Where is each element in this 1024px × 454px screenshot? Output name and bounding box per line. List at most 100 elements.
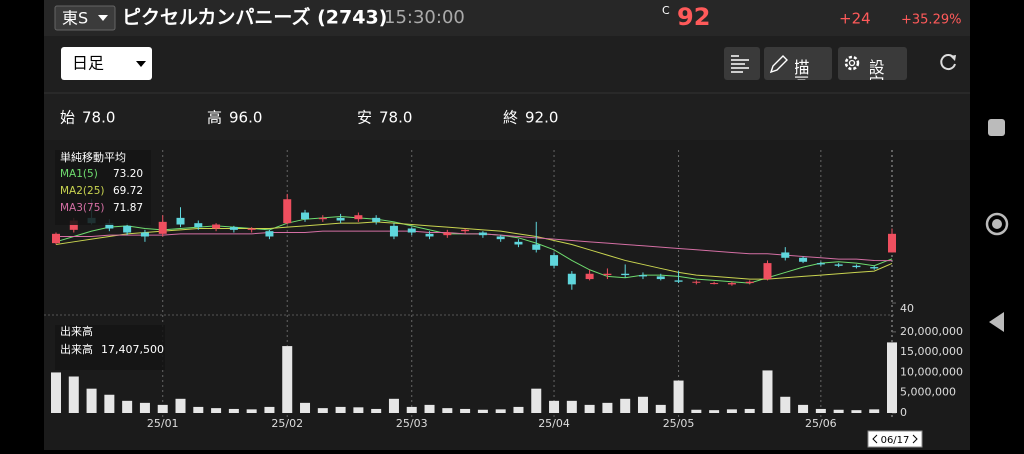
volume-legend-name: 出来高 [60,342,93,356]
settings-label: 設定 [866,59,885,91]
volume-bar [887,342,897,413]
volume-bar [566,400,577,413]
draw-label: 描画 [791,59,810,91]
candle-body [283,199,292,224]
gear-icon [848,59,856,67]
candle-body [834,264,843,266]
y-tick-label: 20,000,000 [900,325,963,338]
candle-body [870,267,879,269]
volume-bar [815,408,826,413]
dropdown-arrow [98,15,108,21]
volume-bar [317,408,328,413]
nav-back[interactable] [989,312,1004,332]
crosshair-label-box [867,430,923,448]
candle-body [781,252,790,258]
change-pct: +35.29% [901,13,961,28]
x-tick-label: 25/01 [147,417,179,430]
y-tick-label: 15,000,000 [900,345,963,358]
volume-bar [513,406,524,413]
volume-bar [211,408,222,413]
candle-body [674,280,683,282]
x-tick-label: 25/03 [396,417,428,430]
volume-bar [637,396,648,413]
candle-body [745,281,754,284]
candle-body [638,275,647,277]
volume-bar [246,409,257,413]
change: +24 [839,10,871,28]
volume-bar [104,394,115,413]
settings-button[interactable] [838,47,907,80]
candle-body [212,224,221,229]
candle-body [727,283,736,285]
ma-legend-box [55,150,151,225]
ma-line [56,230,893,262]
volume-bar [157,404,168,413]
nav-recent[interactable] [988,119,1005,136]
ohlc-label: 安 [357,109,372,127]
refresh-icon[interactable] [940,54,956,71]
legend-name: MA2(25) [60,185,104,197]
volume-bar [139,402,150,413]
candle-body [123,225,132,233]
legend-value: 73.20 [113,168,143,180]
candle-body [888,233,896,253]
volume-bar [851,410,862,413]
candle-body [318,217,327,220]
candle-body [229,227,238,230]
volume-bar [744,408,755,413]
draw-clip: 描画 [791,59,810,91]
market: 東S [62,9,88,28]
candle-body [425,233,434,237]
volume-bar [531,388,542,413]
candle-body [585,273,594,280]
y-tick-label: 40 [900,302,914,315]
volume-bar [655,404,666,413]
pencil-icon [769,55,788,74]
indicator-icon [731,55,749,73]
candle-body [710,283,719,285]
candle-body [140,232,149,237]
volume-title: 出来高 [60,324,93,338]
header-bar [44,0,970,36]
candle-body [194,223,203,228]
volume-bar [371,408,382,413]
prev-arrow [872,434,878,444]
volume-bar [424,404,435,413]
volume-legend-box [55,325,165,370]
nav-home[interactable] [985,212,1009,236]
volume-bar [335,406,346,413]
volume-bar [228,408,239,413]
market-select[interactable] [54,5,116,31]
candle-body [550,255,559,266]
draw-button[interactable] [764,47,832,80]
candle-body [443,232,452,236]
ma-legend-title: 単純移動平均 [60,150,126,164]
x-tick-label: 25/05 [663,417,695,430]
candle-body [461,229,470,232]
volume-bar [549,400,560,413]
volume-bar [282,346,293,413]
volume-bar [353,407,364,413]
period-select[interactable] [61,47,152,80]
candle-body [336,217,345,221]
volume-bar [406,406,417,413]
ohlc-value: 96.0 [229,109,262,127]
ohlc-label: 始 [60,109,75,127]
volume-bar [495,409,506,413]
volume-bar [620,398,631,413]
candle-body [816,263,825,265]
candle-body [407,228,416,233]
legend-value: 69.72 [113,185,143,197]
ohlc-value: 78.0 [379,109,412,127]
candle-body [656,276,665,280]
candle-body [763,263,772,280]
period: 日足 [72,54,104,73]
ohlc-value: 78.0 [82,109,115,127]
legend-value: 71.87 [113,202,143,214]
settings-clip: 設定 [866,59,885,91]
volume-legend-value: 17,407,500 [101,343,164,356]
candle-body [52,233,60,244]
volume-bar [709,410,720,413]
next-arrow [912,434,918,444]
